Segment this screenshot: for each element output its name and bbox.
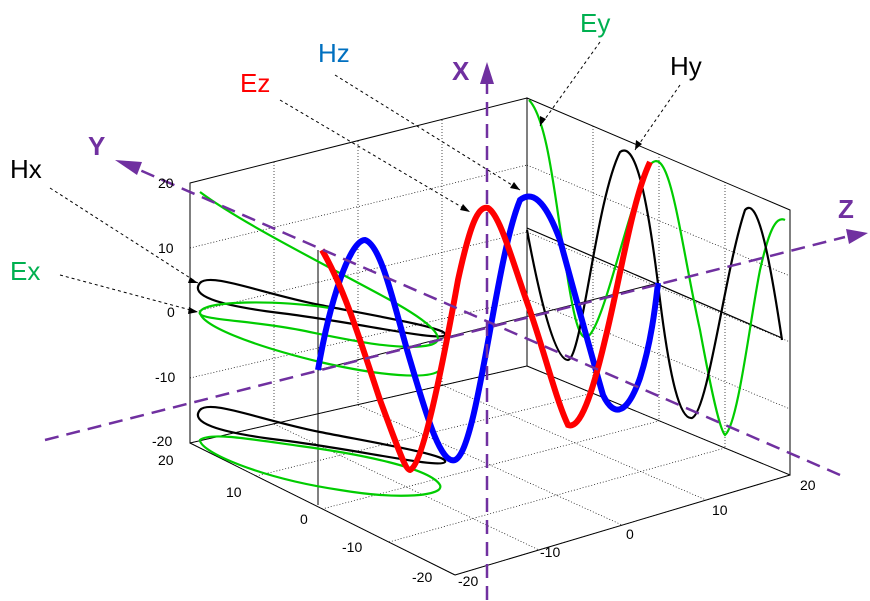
z-axis-arrowhead xyxy=(846,229,868,244)
h-tick-1: -10 xyxy=(540,544,560,560)
z-axis xyxy=(44,235,846,442)
coordinate-axes xyxy=(44,62,868,600)
v-tick-2: 0 xyxy=(167,304,175,320)
h-tick-4: 20 xyxy=(800,477,816,493)
label-hz: Hz xyxy=(318,38,350,68)
y-axis xyxy=(134,166,841,477)
d-tick-3: -10 xyxy=(342,539,362,555)
depth-tick-labels: 20 10 0 -10 -20 xyxy=(158,452,432,585)
d-tick-0: 20 xyxy=(158,452,174,468)
ez-wave xyxy=(319,160,653,474)
hy-baseline xyxy=(526,227,783,339)
vertical-tick-labels: 20 10 0 -10 -20 xyxy=(152,175,175,449)
d-tick-2: 0 xyxy=(300,511,308,527)
v-tick-0: 20 xyxy=(158,175,174,191)
d-tick-1: 10 xyxy=(226,484,242,500)
label-pointers xyxy=(49,41,681,313)
d-tick-4: -20 xyxy=(412,569,432,585)
label-ey: Ey xyxy=(580,8,610,38)
h-tick-3: 10 xyxy=(712,502,728,518)
v-tick-4: -20 xyxy=(152,433,172,449)
pointer-arrowheads xyxy=(188,116,642,314)
floor-grid xyxy=(189,365,791,576)
h-tick-2: 0 xyxy=(626,526,634,542)
horizontal-tick-labels: -20 -10 0 10 20 xyxy=(458,477,816,589)
x-axis-label: X xyxy=(452,56,470,86)
y-axis-label: Y xyxy=(88,131,105,161)
label-hy: Hy xyxy=(670,51,702,81)
label-ez: Ez xyxy=(240,68,270,98)
x-axis-arrowhead xyxy=(480,62,494,84)
h-tick-0: -20 xyxy=(458,573,478,589)
y-axis-arrowhead xyxy=(115,160,142,175)
z-axis-label: Z xyxy=(838,194,854,224)
hz-wave xyxy=(315,193,661,464)
label-ex: Ex xyxy=(10,256,40,286)
v-tick-1: 10 xyxy=(158,240,174,256)
label-hx: Hx xyxy=(10,154,42,184)
v-tick-3: -10 xyxy=(155,369,175,385)
